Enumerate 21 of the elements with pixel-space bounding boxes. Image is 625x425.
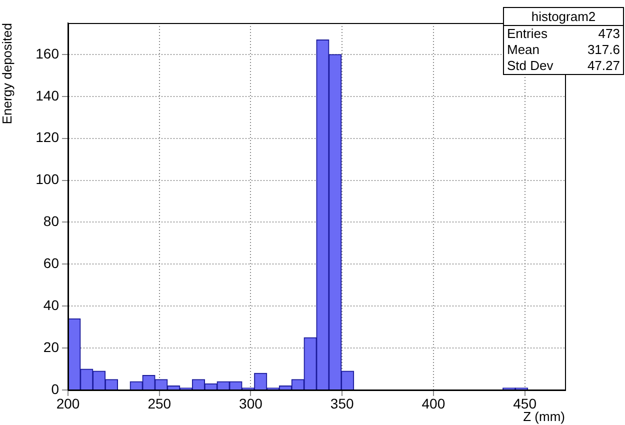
- y-tick-label: 0: [51, 380, 60, 397]
- x-axis-title: Z (mm): [523, 408, 565, 424]
- y-tick-label: 40: [43, 296, 60, 313]
- x-tick-label: 400: [422, 395, 446, 412]
- y-tick-label: 120: [36, 129, 60, 146]
- x-tick-label: 350: [330, 395, 354, 412]
- y-tick-label: 160: [36, 45, 60, 62]
- x-tick-label: 450: [513, 395, 537, 412]
- x-tick-label: 250: [148, 395, 172, 412]
- y-tick-label: 60: [43, 255, 60, 272]
- y-tick-label: 20: [43, 338, 60, 355]
- text: Mean 317.6: [507, 42, 620, 57]
- y-tick-label: 100: [36, 171, 60, 188]
- y-tick-label: 140: [36, 87, 60, 104]
- text: Std Dev 47.27: [507, 58, 620, 73]
- y-axis-title: Energy deposited: [0, 23, 14, 124]
- x-tick-label: 300: [239, 395, 263, 412]
- annotation: histogram2: [504, 8, 623, 26]
- text: Entries 473: [507, 26, 620, 41]
- y-tick-label: 80: [43, 213, 60, 230]
- x-tick-label: 200: [56, 395, 80, 412]
